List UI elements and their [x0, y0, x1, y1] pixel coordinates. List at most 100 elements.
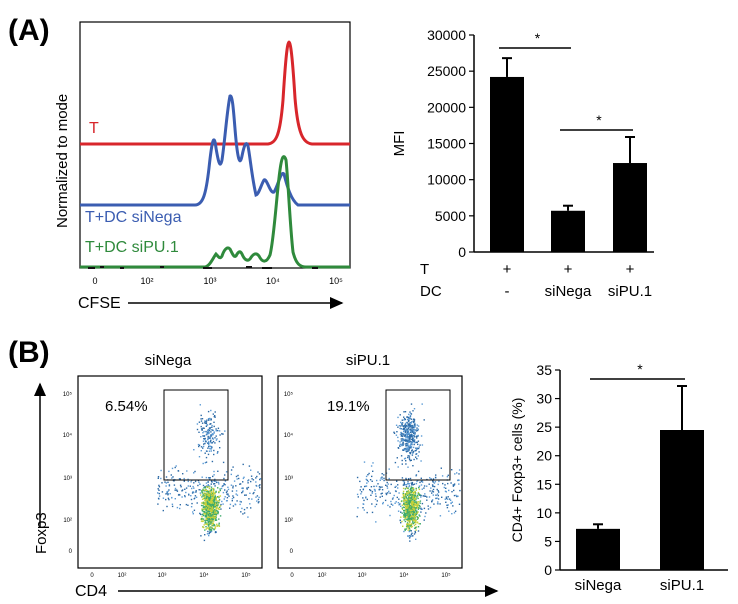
flow-event-dot — [209, 478, 211, 480]
flow-event-dot — [414, 494, 417, 497]
flow-event-dot — [201, 490, 203, 492]
flow-event-dot — [165, 482, 168, 484]
flow-event-dot — [413, 458, 415, 461]
flow-event-dot — [411, 490, 413, 492]
flow-event-dot — [183, 477, 185, 480]
flow-event-dot — [208, 514, 210, 516]
flow-event-dot — [211, 442, 213, 444]
flow-event-dot — [242, 513, 244, 515]
flow-event-dot — [200, 450, 202, 452]
flow-event-dot — [410, 498, 412, 500]
flow-event-dot — [445, 491, 447, 493]
flow-event-dot — [212, 505, 215, 507]
flow-event-dot — [196, 423, 199, 425]
flow-event-dot — [439, 503, 441, 505]
flow-event-dot — [202, 447, 204, 449]
flow-event-dot — [409, 521, 411, 523]
flow-event-dot — [181, 490, 183, 492]
flow-event-dot — [406, 448, 408, 451]
flow-x-tick: 10⁵ — [241, 572, 251, 579]
flow-event-dot — [407, 444, 409, 446]
flow-event-dot — [409, 411, 411, 413]
flow-event-dot — [211, 523, 214, 525]
flow-event-dot — [207, 453, 210, 456]
flow-event-dot — [202, 495, 204, 497]
flow-event-dot — [409, 523, 412, 526]
flow-event-dot — [419, 500, 422, 502]
flow-event-dot — [211, 512, 213, 514]
flow-event-dot — [187, 480, 189, 483]
y-tick-label: 5000 — [435, 208, 466, 224]
flow-event-dot — [230, 484, 233, 486]
flow-event-dot — [204, 452, 206, 454]
flow-event-dot — [432, 478, 435, 480]
flow-event-dot — [404, 424, 407, 426]
histogram-curve-sipu1 — [80, 155, 350, 269]
flow-event-dot — [210, 501, 212, 504]
flow-event-dot — [204, 437, 206, 440]
flow-event-dot — [403, 500, 405, 502]
flow-event-dot — [419, 515, 421, 517]
flow-event-dot — [404, 515, 406, 517]
flow-event-dot — [412, 503, 414, 505]
flow-event-dot — [416, 496, 418, 498]
flow-event-dot — [251, 498, 253, 500]
flow-event-dot — [457, 495, 459, 497]
flow-event-dot — [397, 510, 400, 512]
flow-event-dot — [168, 498, 170, 501]
flow-event-dot — [411, 496, 413, 498]
flow-event-dot — [427, 508, 430, 510]
flow-event-dot — [202, 518, 205, 520]
flow-event-dot — [453, 484, 456, 486]
flow-plot-frame — [77, 375, 263, 569]
flow-event-dot — [401, 444, 403, 447]
flow-event-dot — [213, 432, 215, 434]
flow-event-dot — [214, 485, 216, 487]
flow-event-dot — [410, 509, 412, 512]
flow-event-dot — [213, 489, 215, 491]
flow-event-dot — [414, 432, 416, 434]
flow-scatter-cloud — [157, 404, 262, 542]
flow-event-dot — [418, 493, 420, 495]
flow-event-dot — [157, 497, 160, 500]
flow-event-dot — [405, 439, 407, 441]
flow-event-dot — [217, 508, 219, 510]
flow-event-dot — [207, 496, 209, 498]
flow-event-dot — [212, 494, 215, 497]
flow-event-dot — [206, 516, 209, 518]
flow-event-dot — [397, 487, 399, 489]
flow-event-dot — [409, 501, 411, 503]
flow-event-dot — [405, 429, 407, 432]
flow-event-dot — [202, 498, 205, 500]
flow-event-dot — [202, 494, 204, 496]
flow-event-dot — [401, 419, 403, 421]
flow-event-dot — [450, 482, 452, 484]
flow-event-dot — [210, 429, 212, 431]
flow-event-dot — [444, 490, 447, 492]
flow-event-dot — [190, 495, 192, 497]
flow-event-dot — [208, 486, 210, 488]
flow-event-dot — [419, 523, 421, 525]
flow-event-dot — [408, 515, 410, 518]
flow-event-dot — [413, 432, 415, 435]
flow-event-dot — [201, 492, 204, 494]
flow-event-dot — [407, 526, 409, 528]
flow-event-dot — [200, 436, 202, 438]
flow-event-dot — [408, 420, 410, 422]
flow-event-dot — [406, 490, 408, 493]
flow-event-dot — [206, 522, 208, 525]
flow-event-dot — [216, 512, 218, 514]
flow-event-dot — [214, 528, 216, 530]
flow-event-dot — [403, 483, 405, 485]
flow-event-dot — [215, 516, 217, 519]
flow-event-dot — [208, 520, 211, 522]
flow-event-dot — [411, 516, 413, 518]
flow-event-dot — [407, 430, 410, 432]
flow-event-dot — [448, 489, 450, 492]
flow-event-dot — [443, 486, 445, 489]
flow-event-dot — [214, 509, 216, 511]
flow-event-dot — [208, 491, 210, 494]
flow-event-dot — [209, 515, 211, 517]
flow-event-dot — [216, 506, 218, 509]
flow-event-dot — [198, 489, 200, 491]
